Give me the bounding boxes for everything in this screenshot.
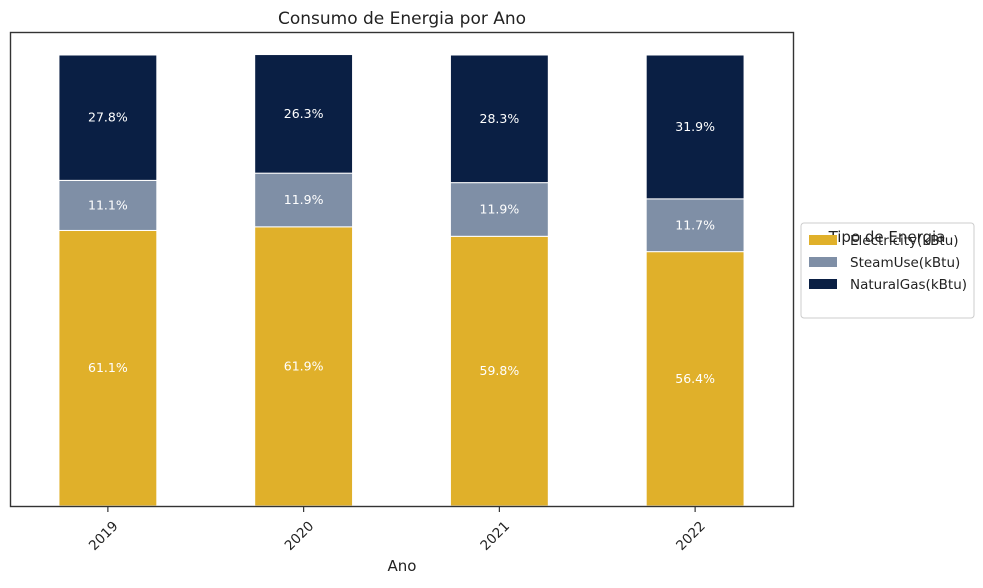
- bar-segment: [449, 182, 549, 237]
- bar-segment: [58, 229, 158, 507]
- data-label: 59.8%: [480, 363, 520, 378]
- data-label: 11.9%: [284, 192, 324, 207]
- legend-swatch: [809, 257, 837, 267]
- plot-frame: [9, 31, 795, 508]
- legend-items: Electricity(kBtu) SteamUse(kBtu) NaturalGa…: [809, 233, 967, 293]
- legend-swatch: [809, 235, 837, 245]
- bar-segment: [449, 235, 549, 507]
- data-label: 56.4%: [675, 371, 715, 386]
- data-label: 31.9%: [675, 119, 715, 134]
- data-label: 27.8%: [88, 110, 128, 125]
- legend-swatch: [809, 279, 837, 289]
- bar-segment: [58, 179, 158, 231]
- data-label: 26.3%: [284, 106, 324, 121]
- bar-segment: [645, 251, 745, 507]
- bar-segment: [58, 54, 158, 181]
- x-axis-ticks: 2019 2020 2021 2022: [86, 506, 709, 554]
- x-tick-label: 2020: [282, 518, 318, 554]
- bar-segment: [254, 54, 354, 174]
- bar-segment: [254, 226, 354, 507]
- legend-label: Electricity(kBtu): [850, 233, 959, 249]
- bar-segment: [449, 54, 549, 184]
- bar-segment: [254, 172, 354, 228]
- data-label: 11.7%: [675, 217, 715, 232]
- x-tick-label: 2019: [86, 518, 122, 554]
- legend-label: NaturalGas(kBtu): [850, 277, 967, 293]
- data-label: 11.9%: [480, 201, 520, 216]
- data-label: 61.1%: [88, 360, 128, 375]
- bar-segment: [645, 198, 745, 253]
- legend-frame: [800, 222, 975, 319]
- data-label: 28.3%: [480, 111, 520, 126]
- bar-segment: [645, 54, 745, 200]
- data-label: 11.1%: [88, 197, 128, 212]
- x-tick-label: 2021: [477, 518, 513, 554]
- data-label: 61.9%: [284, 358, 324, 373]
- legend-label: SteamUse(kBtu): [850, 255, 960, 271]
- chart-title: Consumo de Energia por Ano: [278, 9, 526, 29]
- x-tick-label: 2022: [673, 518, 709, 554]
- x-axis-label: Ano: [388, 557, 417, 575]
- bars-group: [58, 54, 745, 507]
- data-labels-group: 61.1% 11.1% 27.8% 61.9% 11.9% 26.3% 59.8% 11.9%…: [88, 106, 715, 386]
- legend-title: Tipo de Energia: [828, 228, 946, 246]
- legend: Tipo de Energia Electricity(kBtu) SteamUs…: [800, 222, 975, 319]
